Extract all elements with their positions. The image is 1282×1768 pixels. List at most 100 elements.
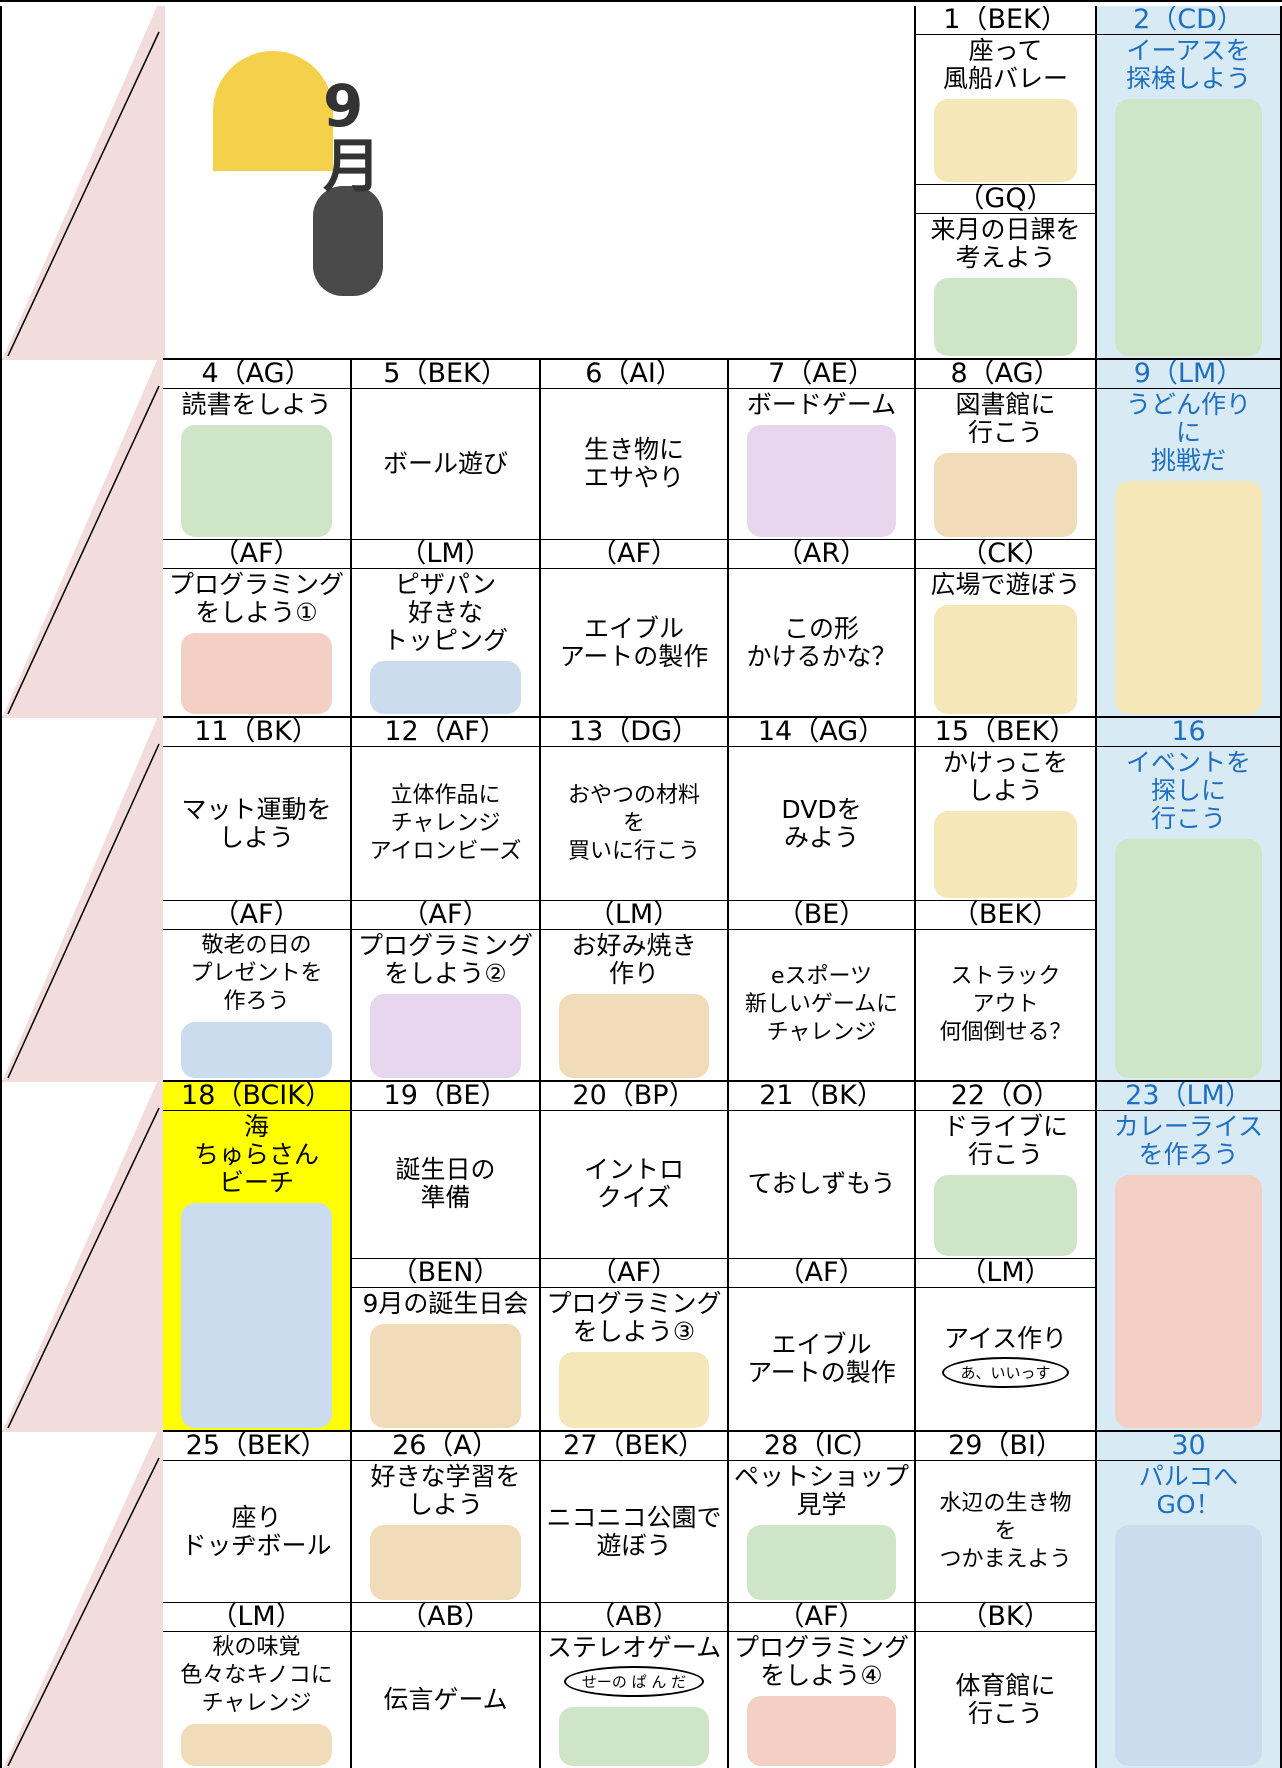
- session-label: （BE）: [729, 900, 914, 931]
- session: プログラミング をしよう①: [163, 569, 350, 716]
- day-cell: 30 パルコへ GO！: [1097, 1432, 1282, 1768]
- session-text: 座って 風船バレー: [942, 36, 1068, 93]
- day-body: マット運動を しよう （AF） 敬老の日の プレゼントを 作ろう: [163, 747, 350, 1080]
- illustration: [370, 661, 521, 714]
- illustration: [933, 1175, 1078, 1256]
- session: ペットショップ 見学: [729, 1461, 914, 1602]
- day-header: 7（AE）: [729, 360, 914, 389]
- session-text: 体育館に 行こう: [955, 1671, 1056, 1729]
- margin-slash: [2, 1082, 165, 1432]
- day-cell: 18（BCIK）海 ちゅらさん ビーチ: [163, 1082, 352, 1432]
- session-text: カレーライス を作ろう: [1113, 1112, 1264, 1169]
- day-body: 海 ちゅらさん ビーチ: [163, 1111, 350, 1430]
- month-illustration: 9月: [203, 46, 393, 306]
- session-text: ステレオゲーム: [546, 1633, 722, 1663]
- day-body: イーアスを 探検しよう: [1097, 35, 1280, 358]
- illustration: [370, 994, 521, 1078]
- session-text: 来月の日課を 考えよう: [930, 214, 1081, 272]
- session: プログラミング をしよう④: [729, 1632, 914, 1768]
- session: プログラミング をしよう③: [541, 1288, 727, 1430]
- day-cell: 16 イベントを 探しに 行こう: [1097, 718, 1282, 1082]
- session: eスポーツ 新しいゲームに チャレンジ: [729, 930, 914, 1080]
- day-header: 23（LM）: [1097, 1082, 1280, 1111]
- day-body: 読書をしよう （AF） プログラミング をしよう①: [163, 389, 350, 716]
- cat: [313, 186, 383, 296]
- day-cell: 9（LM） うどん作り に 挑戦だ: [1097, 360, 1282, 718]
- session: 図書館に 行こう: [916, 389, 1095, 539]
- day-cell: 11（BK） マット運動を しよう （AF） 敬老の日の プレゼントを 作ろう: [163, 718, 352, 1082]
- day-body: 生き物に エサやり （AF） エイブル アートの製作: [541, 389, 727, 716]
- session-label: （AB）: [541, 1602, 727, 1633]
- session-text: 敬老の日の プレゼントを 作ろう: [190, 933, 323, 1015]
- day-header: 5（BEK）: [352, 360, 539, 389]
- day-cell: 4（AG） 読書をしよう （AF） プログラミング をしよう①: [163, 360, 352, 718]
- day-header: 27（BEK）: [541, 1432, 727, 1461]
- day-body: 好きな学習を しよう （AB） 伝言ゲーム: [352, 1461, 539, 1768]
- day-cell: 22（O） ドライブに 行こう （LM） アイス作り あ、いいっす: [916, 1082, 1097, 1432]
- illustration: [933, 99, 1078, 182]
- session-note: せーの ぱ ん だ: [563, 1666, 705, 1698]
- session: イーアスを 探検しよう: [1097, 35, 1280, 358]
- session-text: マット運動を しよう: [181, 794, 332, 852]
- session: イントロ クイズ: [541, 1111, 727, 1258]
- session: 敬老の日の プレゼントを 作ろう: [163, 930, 350, 1080]
- illustration: [747, 1525, 896, 1601]
- session: 水辺の生き物 を つかまえよう: [916, 1461, 1095, 1602]
- session: 立体作品に チャレンジ アイロンビーズ: [352, 747, 539, 900]
- session: カレーライス を作ろう: [1097, 1111, 1280, 1430]
- day-body: ボードゲーム （AR） この形 かけるかな？: [729, 389, 914, 716]
- session: ニコニコ公園で 遊ぼう: [541, 1461, 727, 1602]
- week-margin: [0, 1082, 165, 1432]
- session: DVDを みよう: [729, 747, 914, 900]
- session-text: プログラミング をしよう④: [733, 1633, 909, 1691]
- session: 来月の日課を 考えよう: [916, 214, 1095, 358]
- day-header: 18（BCIK）: [163, 1082, 350, 1111]
- session-text: プログラミング をしよう①: [168, 570, 344, 628]
- day-cell: 7（AE） ボードゲーム （AR） この形 かけるかな？: [729, 360, 916, 718]
- month-text: 9月: [323, 72, 382, 200]
- session-label: （AF）: [163, 900, 350, 931]
- session-text: お好み焼き 作り: [571, 931, 697, 989]
- session: うどん作り に 挑戦だ: [1097, 389, 1280, 716]
- session: ストラック アウト 何個倒せる？: [916, 930, 1095, 1080]
- session: エイブル アートの製作: [729, 1288, 914, 1430]
- session-text: 立体作品に チャレンジ アイロンビーズ: [369, 782, 522, 864]
- session-label: （AF）: [541, 539, 727, 570]
- session: イベントを 探しに 行こう: [1097, 747, 1280, 1080]
- session-text: DVDを みよう: [781, 794, 862, 852]
- session-text: プログラミング をしよう②: [357, 931, 533, 989]
- day-cell: 8（AG） 図書館に 行こう （CK） 広場で遊ぼう: [916, 360, 1097, 718]
- session: この形 かけるかな？: [729, 569, 914, 716]
- session: パルコへ GO！: [1097, 1461, 1280, 1768]
- day-body: うどん作り に 挑戦だ: [1097, 389, 1280, 716]
- session: アイス作り あ、いいっす: [916, 1288, 1095, 1430]
- session: プログラミング をしよう②: [352, 930, 539, 1080]
- day-header: 30: [1097, 1432, 1280, 1461]
- session-label: （LM）: [541, 900, 727, 931]
- session-label: （BEN）: [352, 1257, 539, 1288]
- illustration: [1115, 1175, 1262, 1428]
- session-text: ボール遊び: [382, 449, 508, 479]
- session-label: （AF）: [163, 539, 350, 570]
- day-body: 水辺の生き物 を つかまえよう （BK） 体育館に 行こう: [916, 1461, 1095, 1768]
- day-header: 13（DG）: [541, 718, 727, 747]
- session-label: （AF）: [729, 1257, 914, 1288]
- session-text: ピザパン 好きな トッピング: [382, 570, 508, 656]
- illustration: [181, 1724, 332, 1766]
- session: 伝言ゲーム: [352, 1632, 539, 1768]
- session-label: （BK）: [916, 1602, 1095, 1633]
- session: 座って 風船バレー: [916, 35, 1095, 184]
- day-header: 6（AI）: [541, 360, 727, 389]
- day-header: 8（AG）: [916, 360, 1095, 389]
- day-cell: 19（BE） 誕生日の 準備 （BEN） 9月の誕生日会: [352, 1082, 541, 1432]
- session-text: ボードゲーム: [746, 390, 897, 419]
- session-note: あ、いいっす: [942, 1357, 1069, 1389]
- session-text: イントロ クイズ: [583, 1155, 684, 1213]
- session: 体育館に 行こう: [916, 1632, 1095, 1768]
- session: 誕生日の 準備: [352, 1111, 539, 1258]
- day-header: 19（BE）: [352, 1082, 539, 1111]
- session-text: ペットショップ 見学: [733, 1462, 909, 1519]
- day-cell: 26（A） 好きな学習を しよう （AB） 伝言ゲーム: [352, 1432, 541, 1768]
- day-cell: 1（BEK） 座って 風船バレー （GQ） 来月の日課を 考えよう: [916, 6, 1097, 360]
- session-text: ドライブに 行こう: [942, 1112, 1068, 1169]
